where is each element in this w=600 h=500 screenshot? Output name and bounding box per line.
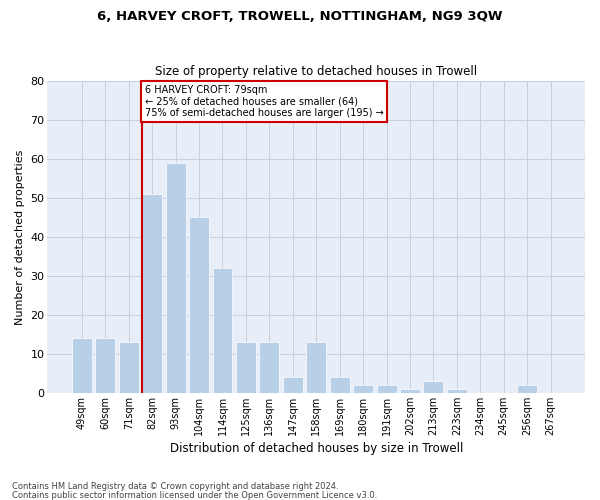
Bar xyxy=(424,381,443,393)
Bar xyxy=(166,163,185,393)
Bar xyxy=(212,268,232,393)
Bar xyxy=(236,342,256,393)
Bar xyxy=(142,194,162,393)
Text: Contains HM Land Registry data © Crown copyright and database right 2024.: Contains HM Land Registry data © Crown c… xyxy=(12,482,338,491)
Title: Size of property relative to detached houses in Trowell: Size of property relative to detached ho… xyxy=(155,66,477,78)
Bar xyxy=(353,385,373,393)
Bar xyxy=(517,385,537,393)
Bar xyxy=(330,378,350,393)
Text: 6, HARVEY CROFT, TROWELL, NOTTINGHAM, NG9 3QW: 6, HARVEY CROFT, TROWELL, NOTTINGHAM, NG… xyxy=(97,10,503,23)
Bar xyxy=(283,378,303,393)
Text: Contains public sector information licensed under the Open Government Licence v3: Contains public sector information licen… xyxy=(12,490,377,500)
Bar xyxy=(119,342,139,393)
Bar xyxy=(95,338,115,393)
Bar xyxy=(259,342,280,393)
Text: 6 HARVEY CROFT: 79sqm
← 25% of detached houses are smaller (64)
75% of semi-deta: 6 HARVEY CROFT: 79sqm ← 25% of detached … xyxy=(145,85,383,118)
Y-axis label: Number of detached properties: Number of detached properties xyxy=(15,150,25,324)
Bar xyxy=(377,385,397,393)
Bar xyxy=(400,389,420,393)
X-axis label: Distribution of detached houses by size in Trowell: Distribution of detached houses by size … xyxy=(170,442,463,455)
Bar xyxy=(72,338,92,393)
Bar xyxy=(447,389,467,393)
Bar xyxy=(306,342,326,393)
Bar xyxy=(189,218,209,393)
